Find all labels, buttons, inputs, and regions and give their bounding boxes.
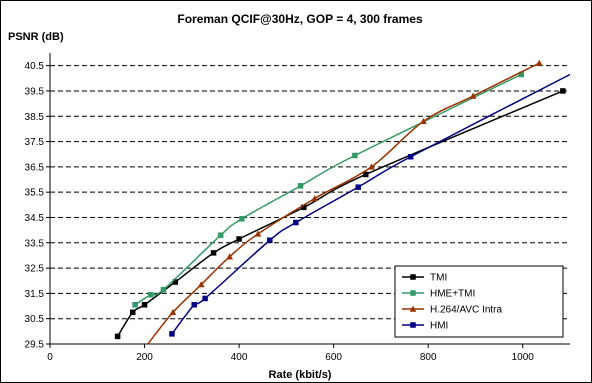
data-point-hmi (293, 219, 299, 226)
data-point-hme-tmi (352, 152, 358, 159)
x-tick-label: 200 (136, 352, 153, 363)
legend-label-hmi: HMI (430, 321, 448, 332)
axes: 29.5 30.5 31.5 32.5 33.5 34.5 35.5 36.5 37.5 38.5… (25, 53, 570, 363)
series-line-tmi (116, 90, 564, 337)
data-point-hmi (355, 184, 361, 190)
y-tick-label: 33.5 (25, 238, 45, 249)
data-point-h-264-avc-intra (368, 163, 375, 170)
series-line-h-264-avc-intra (147, 62, 540, 344)
y-tick-label: 40.5 (25, 61, 45, 72)
legend: TMI HME+TMI H.264/AVC Intra HMI (394, 265, 564, 338)
y-tick-label: 31.5 (25, 289, 45, 300)
series-tmi (114, 88, 566, 340)
y-tick-label: 35.5 (25, 188, 45, 199)
data-point-h-264-avc-intra (226, 253, 234, 260)
data-point-hme-tmi (132, 302, 138, 308)
series-hme-tmi (132, 71, 525, 308)
data-point-h-264-avc-intra (469, 92, 477, 99)
x-tick-label: 600 (325, 352, 342, 363)
data-point-hmi (267, 237, 273, 244)
x-tick-label: 800 (420, 352, 437, 363)
legend-label-hme-tmi: HME+TMI (430, 289, 475, 300)
series-hmi (169, 73, 571, 337)
y-tick-label: 36.5 (25, 162, 45, 173)
series-h-264-avc-intra (147, 59, 543, 344)
data-point-tmi (236, 236, 242, 242)
data-point-hme-tmi (297, 183, 304, 189)
data-point-hmi (169, 331, 175, 337)
data-point-h-264-avc-intra (535, 59, 543, 66)
data-point-hmi (191, 302, 197, 308)
data-point-tmi (363, 171, 369, 178)
data-point-hme-tmi (239, 215, 245, 222)
x-tick-label: 0 (47, 352, 53, 363)
y-tick-label: 37.5 (25, 137, 45, 148)
y-tick-label: 34.5 (25, 213, 45, 224)
x-axis-label: Rate (kbit/s) (269, 369, 332, 381)
data-point-h-264-avc-intra (420, 117, 427, 125)
data-point-h-264-avc-intra (169, 308, 177, 316)
y-axis-label: PSNR (dB) (8, 31, 64, 43)
legend-label-tmi: TMI (430, 273, 447, 284)
data-point-hme-tmi (217, 232, 224, 238)
data-point-tmi (141, 302, 148, 308)
data-point-hmi (202, 295, 208, 302)
legend-label-h-264-avc-intra: H.264/AVC Intra (430, 305, 503, 316)
data-point-tmi (129, 309, 136, 316)
data-point-h-264-avc-intra (311, 194, 319, 202)
data-point-tmi (560, 88, 566, 94)
legend-marker-tmi (410, 274, 416, 280)
chart-title: Foreman QCIF@30Hz, GOP = 4, 300 frames (177, 12, 423, 26)
legend-marker-hme-tmi (410, 290, 416, 296)
x-tick-label: 1000 (512, 352, 535, 363)
data-point-h-264-avc-intra (254, 230, 262, 237)
data-point-h-264-avc-intra (197, 281, 205, 288)
y-tick-label: 29.5 (25, 340, 45, 351)
data-point-hme-tmi (147, 291, 154, 298)
data-point-hme-tmi (160, 286, 167, 293)
series-layer (114, 59, 571, 344)
data-point-tmi (210, 250, 217, 256)
y-tick-label: 32.5 (25, 264, 45, 275)
y-tick-label: 39.5 (25, 86, 45, 97)
legend-marker-h-264-avc-intra (409, 305, 417, 312)
legend-marker-hmi (410, 322, 416, 328)
x-tick-label: 400 (231, 352, 248, 363)
data-point-tmi (114, 333, 121, 340)
data-point-hmi (407, 153, 414, 160)
y-tick-label: 30.5 (25, 314, 45, 325)
y-tick-label: 38.5 (25, 112, 45, 123)
